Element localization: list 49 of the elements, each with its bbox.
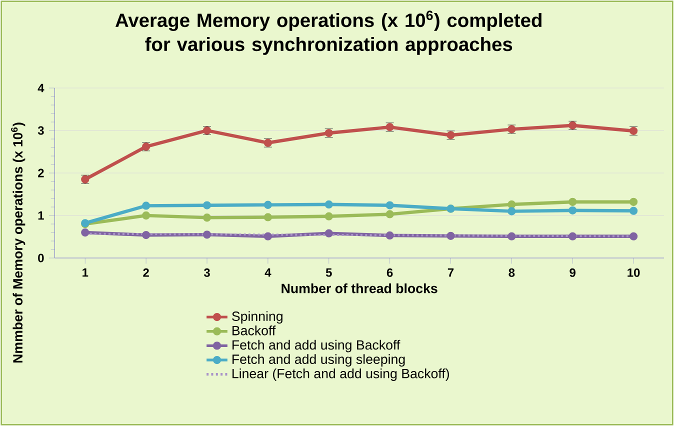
x-tick-label: 3 (204, 268, 210, 277)
x-tick-label: 10 (628, 268, 640, 277)
point (508, 232, 516, 240)
point (386, 201, 394, 210)
legend-label: Fetch and add using Backoff (232, 340, 400, 352)
x-tick-label: 1 (82, 268, 88, 277)
x-tick-label: 2 (143, 268, 149, 277)
point (629, 232, 638, 240)
x-tick-label: 8 (508, 268, 515, 277)
x-tick-label: 5 (326, 268, 332, 277)
x-tick-label: 9 (570, 268, 576, 277)
legend-label: Fetch and add using sleeping (232, 354, 405, 367)
legend-label: Spinning (232, 311, 282, 324)
point (264, 213, 272, 222)
point (568, 232, 577, 240)
y-tick-label: 3 (38, 126, 44, 135)
point (568, 198, 577, 206)
point (142, 202, 150, 210)
point (264, 200, 272, 209)
x-tick-label: 7 (448, 268, 454, 277)
x-tick-label: 6 (386, 268, 393, 277)
point (142, 211, 150, 220)
point (81, 228, 90, 237)
point (446, 232, 455, 240)
point (629, 198, 638, 206)
point (568, 206, 577, 214)
y-tick-label: 4 (38, 84, 44, 92)
point (324, 229, 333, 238)
y-axis-title: Nmmber of Memory operations (x 10$^{6}$) (11, 122, 26, 363)
y-tick-label: 0 (38, 254, 44, 262)
x-axis-title: Number of thread blocks (282, 283, 438, 294)
y-tick-label: 1 (38, 211, 44, 220)
point (202, 230, 212, 239)
point (324, 212, 333, 220)
point (324, 200, 333, 209)
legend-label: Linear (Fetch and add using Backoff) (232, 368, 449, 381)
chart-title: Average Memory operations (x 10$^{6}$) completed for various synchronization approaches (115, 10, 542, 55)
point (508, 207, 516, 216)
legend-label: Backoff (232, 326, 276, 336)
y-tick-label: 2 (38, 168, 44, 178)
point (264, 232, 272, 240)
point (202, 201, 212, 210)
point (629, 206, 638, 215)
point (202, 214, 212, 222)
x-tick-label: 4 (264, 268, 272, 277)
point (386, 231, 394, 240)
point (508, 200, 516, 209)
point (142, 230, 150, 240)
point (386, 210, 394, 218)
